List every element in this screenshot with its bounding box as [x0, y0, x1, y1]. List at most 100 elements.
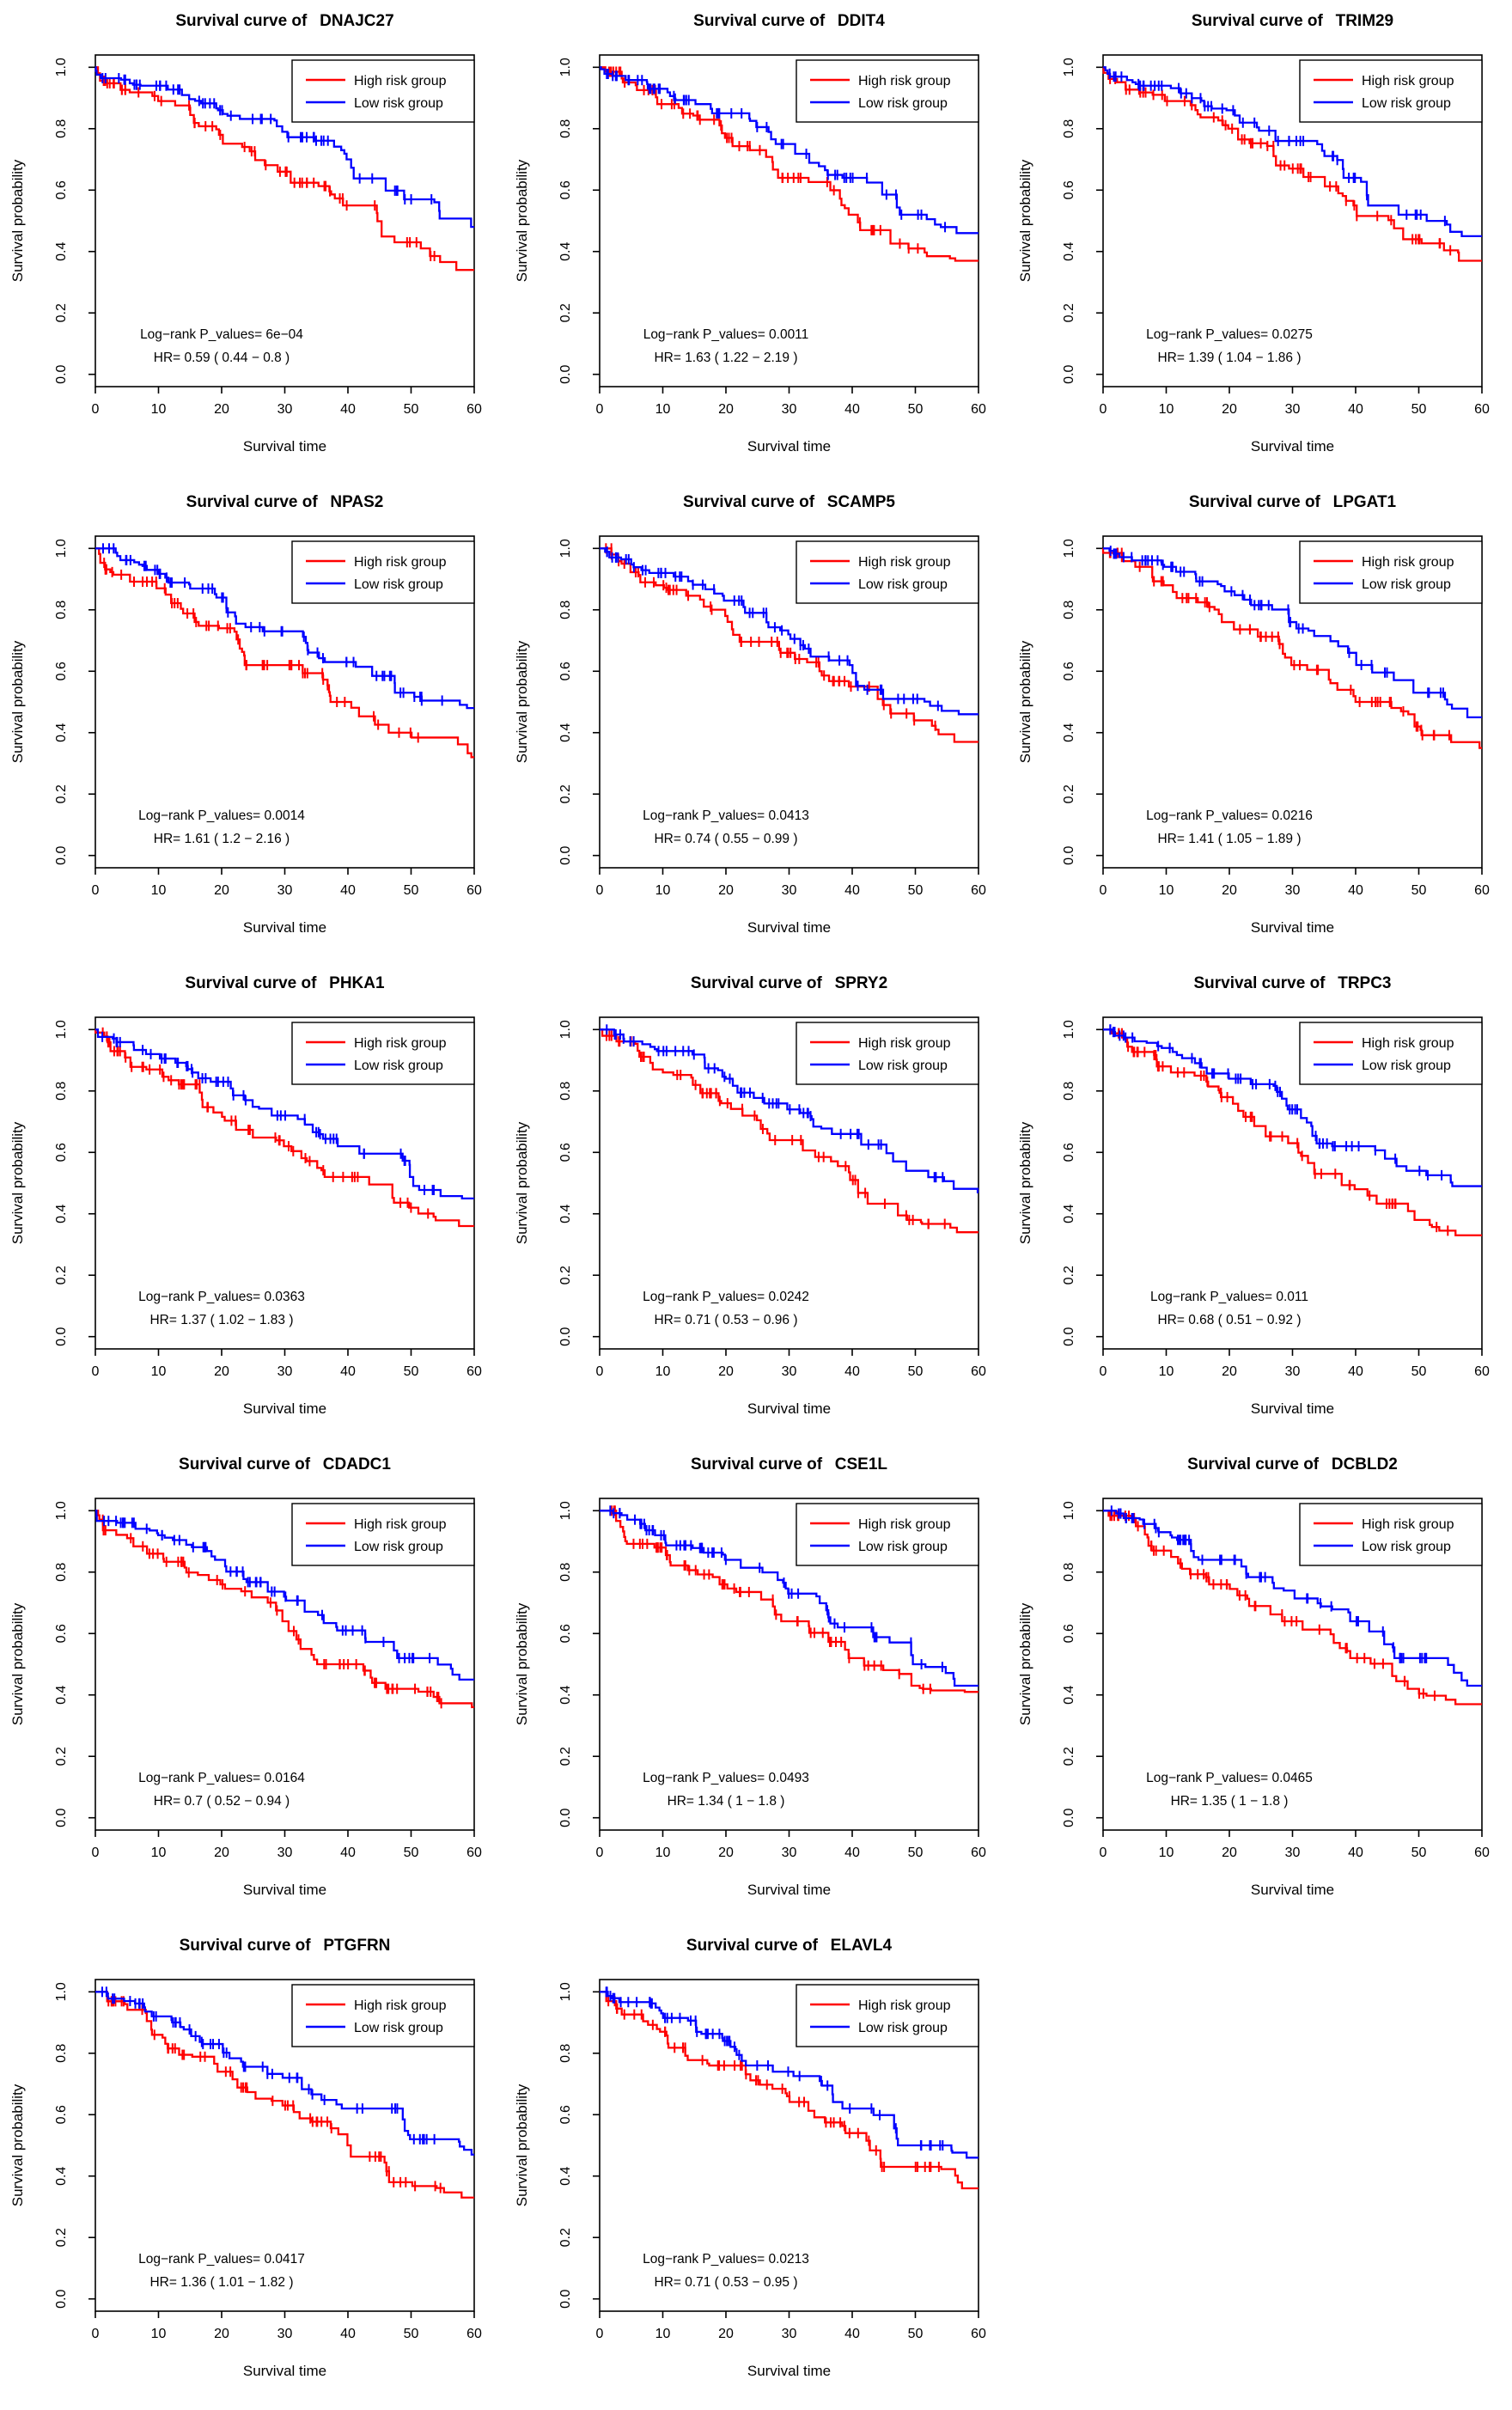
- x-axis-label: Survival time: [747, 1400, 831, 1417]
- x-tick-label: 20: [214, 1846, 229, 1860]
- x-axis-label: Survival time: [747, 438, 831, 455]
- x-tick-label: 10: [151, 1846, 167, 1860]
- y-tick-label: 0.6: [558, 180, 573, 199]
- x-tick-label: 50: [1411, 402, 1427, 417]
- hazard-ratio-text: HR= 1.34 ( 1 − 1.8 ): [667, 1794, 784, 1809]
- plot-title: Survival curve of SPRY2: [690, 974, 887, 992]
- y-tick-label: 1.0: [54, 1982, 69, 2001]
- km-curve-low-risk: [94, 66, 474, 229]
- km-chart-cse1l: Survival curve of CSE1L 0 10 20 30 40 50 60 0.0 0…: [514, 1455, 986, 1898]
- x-tick-label: 30: [1285, 1846, 1301, 1860]
- y-axis-label: Survival probability: [514, 640, 530, 763]
- hazard-ratio-text: HR= 1.63 ( 1.22 − 2.19 ): [654, 351, 797, 365]
- survival-plot-cdadc1: Survival curve of CDADC1 0 10 20 30 40 50 60 0.0…: [0, 1443, 504, 1929]
- logrank-pvalue-text: Log−rank P_values= 0.0216: [1146, 808, 1313, 823]
- y-axis-label: Survival probability: [514, 1602, 530, 1725]
- y-tick-label: 0.0: [54, 2289, 69, 2308]
- y-tick-label: 0.4: [1062, 723, 1076, 742]
- x-tick-label: 60: [1474, 883, 1490, 898]
- legend-box: [1299, 1022, 1484, 1085]
- km-curve-high-risk: [94, 1510, 474, 1709]
- x-tick-label: 60: [466, 883, 482, 898]
- hazard-ratio-text: HR= 0.68 ( 0.51 − 0.92 ): [1158, 1313, 1302, 1327]
- x-tick-label: 30: [781, 1846, 796, 1860]
- y-tick-label: 0.6: [54, 1624, 69, 1643]
- y-tick-label: 0.6: [54, 1143, 69, 1162]
- x-tick-label: 60: [971, 402, 986, 417]
- x-axis-label: Survival time: [243, 1400, 326, 1417]
- x-tick-label: 20: [214, 1364, 229, 1379]
- y-tick-label: 0.0: [54, 364, 69, 383]
- x-tick-label: 20: [1222, 1364, 1237, 1379]
- legend-box: [1299, 59, 1484, 123]
- km-chart-phka1: Survival curve of PHKA1 0 10 20 30 40 50 60 0.0 0…: [9, 974, 482, 1417]
- legend-label: Low risk group: [354, 2021, 443, 2035]
- y-tick-label: 0.4: [558, 2167, 573, 2186]
- x-tick-label: 40: [340, 883, 356, 898]
- y-tick-label: 0.0: [1062, 364, 1076, 383]
- x-tick-label: 10: [655, 2327, 670, 2341]
- x-tick-label: 40: [340, 1846, 356, 1860]
- x-tick-label: 0: [1100, 1364, 1107, 1379]
- x-tick-label: 40: [844, 883, 860, 898]
- x-tick-label: 50: [404, 883, 419, 898]
- hazard-ratio-text: HR= 0.71 ( 0.53 − 0.95 ): [654, 2275, 797, 2290]
- y-axis-label: Survival probability: [9, 1602, 26, 1725]
- legend-label: Low risk group: [354, 1540, 443, 1554]
- plot-box: [598, 1016, 979, 1350]
- y-tick-label: 1.0: [1062, 1501, 1076, 1520]
- x-tick-label: 60: [466, 1846, 482, 1860]
- x-tick-label: 50: [1411, 1364, 1427, 1379]
- y-tick-label: 1.0: [558, 1982, 573, 2001]
- y-axis-label: Survival probability: [514, 159, 530, 282]
- x-tick-label: 10: [1159, 883, 1174, 898]
- x-tick-label: 20: [718, 1364, 734, 1379]
- x-tick-label: 60: [466, 1364, 482, 1379]
- x-tick-label: 50: [907, 402, 923, 417]
- legend-box: [795, 1022, 979, 1085]
- x-tick-label: 40: [844, 1364, 860, 1379]
- x-tick-label: 30: [277, 883, 293, 898]
- x-tick-label: 30: [277, 1846, 293, 1860]
- km-curve-low-risk: [599, 1510, 979, 1687]
- y-tick-label: 0.2: [558, 784, 573, 803]
- plot-box: [598, 535, 979, 869]
- y-tick-label: 1.0: [54, 58, 69, 76]
- survival-plot-scamp5: Survival curve of SCAMP5 0 10 20 30 40 50 60 0.0…: [504, 481, 1009, 967]
- x-tick-label: 50: [907, 2327, 923, 2341]
- legend-label: Low risk group: [858, 1540, 948, 1554]
- y-tick-label: 0.4: [54, 2167, 69, 2186]
- y-tick-label: 1.0: [54, 1020, 69, 1039]
- y-tick-label: 0.8: [1062, 601, 1076, 619]
- x-tick-label: 40: [844, 2327, 860, 2341]
- x-tick-label: 40: [1348, 883, 1363, 898]
- hazard-ratio-text: HR= 1.36 ( 1.01 − 1.82 ): [149, 2275, 293, 2290]
- x-tick-label: 20: [214, 883, 229, 898]
- x-tick-label: 60: [971, 883, 986, 898]
- y-tick-label: 0.8: [558, 601, 573, 619]
- y-tick-label: 0.6: [558, 662, 573, 680]
- hazard-ratio-text: HR= 0.74 ( 0.55 − 0.99 ): [654, 832, 797, 846]
- legend-label: Low risk group: [1362, 1059, 1451, 1073]
- km-curve-low-risk: [599, 1028, 979, 1193]
- y-tick-label: 0.6: [1062, 662, 1076, 680]
- y-tick-label: 1.0: [54, 539, 69, 558]
- y-tick-label: 0.4: [558, 1686, 573, 1705]
- x-axis-label: Survival time: [243, 438, 326, 455]
- km-curve-low-risk: [599, 66, 979, 235]
- legend-label: Low risk group: [1362, 1540, 1451, 1554]
- y-tick-label: 1.0: [1062, 1020, 1076, 1039]
- km-chart-scamp5: Survival curve of SCAMP5 0 10 20 30 40 50 60 0.0…: [514, 493, 986, 936]
- plot-title: Survival curve of TRIM29: [1192, 12, 1393, 30]
- km-curve-low-risk: [94, 1510, 474, 1681]
- survival-plot-trpc3: Survival curve of TRPC3 0 10 20 30 40 50 60 0.0 0…: [1008, 962, 1512, 1448]
- y-axis-label: Survival probability: [9, 159, 26, 282]
- x-axis-label: Survival time: [747, 1882, 831, 1898]
- y-tick-label: 0.4: [54, 242, 69, 261]
- y-axis-label: Survival probability: [1017, 159, 1033, 282]
- x-tick-label: 0: [92, 1364, 100, 1379]
- x-tick-label: 50: [907, 883, 923, 898]
- x-tick-label: 10: [151, 883, 167, 898]
- legend-label: Low risk group: [354, 1059, 443, 1073]
- y-tick-label: 0.2: [558, 303, 573, 322]
